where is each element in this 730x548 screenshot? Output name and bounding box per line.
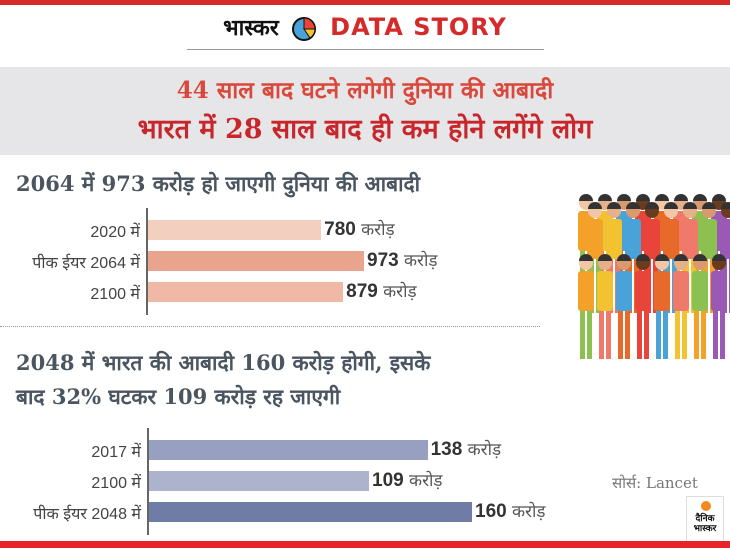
bar-value-label: 780 करोड़ — [324, 219, 395, 240]
bar — [149, 471, 370, 491]
source-note: सोर्स: Lancet — [612, 474, 698, 492]
bar-value-label: 160 करोड़ — [475, 501, 546, 522]
person-figure — [635, 254, 651, 359]
headline-banner: 44 साल बाद घटने लगेगी दुनिया की आबादी भा… — [0, 67, 730, 155]
brand-hindi: भास्कर — [223, 16, 279, 41]
bar — [149, 502, 472, 522]
person-figure — [654, 254, 670, 359]
chart-axis — [147, 428, 149, 535]
logo-divider — [187, 49, 544, 50]
india-title-line2: बाद 32% घटकर 109 करोड़ रह जाएगी — [16, 384, 341, 409]
bar-category-label: पीक ईयर 2064 में — [32, 255, 140, 272]
bar-value-label: 138 करोड़ — [430, 439, 502, 460]
bar-category-label: 2020 में — [90, 224, 140, 241]
brand-logo: भास्कर DATA STORY — [0, 12, 730, 42]
person-figure — [616, 254, 632, 359]
section-divider — [0, 326, 540, 327]
person-figure — [711, 254, 727, 359]
person-figure — [578, 254, 594, 359]
bar-value-label: 109 करोड़ — [372, 470, 443, 491]
india-title-line1: 2048 में भारत की आबादी 160 करोड़ होगी, इ… — [16, 350, 431, 375]
brand-english: DATA STORY — [330, 13, 507, 41]
world-chart-title: 2064 में 973 करोड़ हो जाएगी दुनिया की आब… — [16, 171, 421, 196]
bottom-accent-bar — [0, 541, 730, 548]
dainik-bhaskar-logo: दैनिक भास्कर — [686, 496, 724, 542]
bar-value-label: 973 करोड़ — [367, 250, 438, 271]
bar — [149, 440, 428, 460]
person-figure — [692, 254, 708, 359]
person-figure — [673, 254, 689, 359]
india-chart-title: 2048 में भारत की आबादी 160 करोड़ होगी, इ… — [16, 346, 430, 414]
bar — [148, 251, 364, 271]
person-figure — [597, 254, 613, 359]
crowd-illustration — [578, 194, 730, 359]
chart-axis — [146, 208, 148, 315]
bar-value-label: 879 करोड़ — [346, 281, 417, 302]
top-accent-bar — [0, 0, 730, 5]
bar — [148, 282, 344, 302]
bar — [148, 220, 322, 240]
bar-category-label: 2100 में — [91, 475, 141, 492]
bar-category-label: 2017 में — [91, 444, 141, 461]
headline-1: 44 साल बाद घटने लगेगी दुनिया की आबादी — [176, 77, 554, 104]
headline-2: भारत में 28 साल बाद ही कम होने लगेंगे लो… — [137, 114, 593, 145]
bar-category-label: पीक ईयर 2048 में — [33, 506, 141, 523]
bar-category-label: 2100 में — [90, 286, 140, 303]
pie-chart-icon — [292, 16, 317, 41]
